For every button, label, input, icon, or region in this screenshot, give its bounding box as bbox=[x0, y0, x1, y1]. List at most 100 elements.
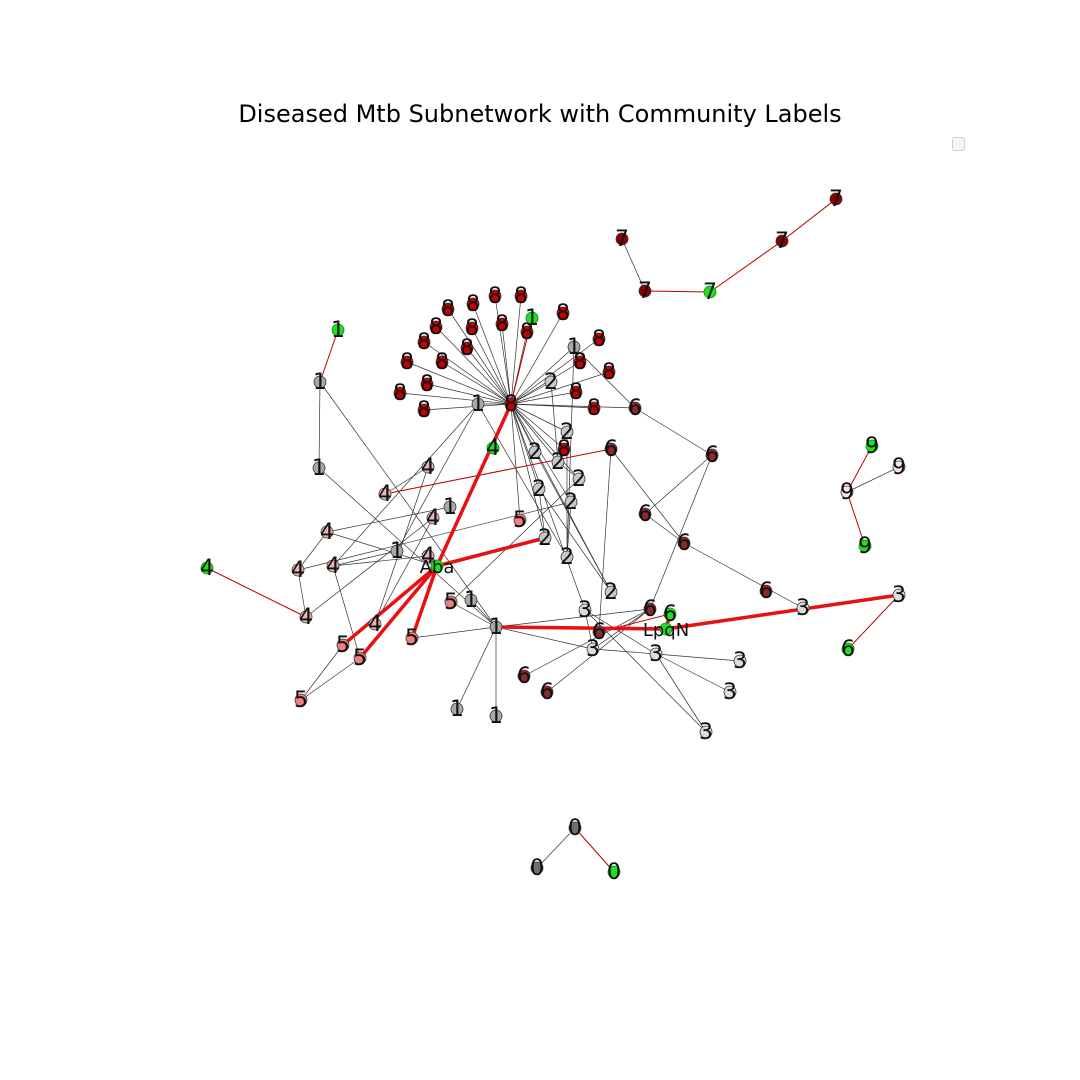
node-marker-n3e[interactable] bbox=[723, 685, 737, 699]
node-marker-n3a[interactable] bbox=[578, 603, 592, 617]
node-marker-n1i[interactable] bbox=[450, 702, 464, 716]
node-n1g[interactable]: 1 bbox=[390, 539, 404, 564]
node-n3h[interactable]: 3 bbox=[892, 583, 906, 608]
node-n4c[interactable]: 4 bbox=[378, 482, 392, 507]
node-n8q[interactable]: 8 bbox=[400, 350, 414, 375]
node-n8a[interactable]: 8 bbox=[441, 297, 455, 322]
node-marker-n6f[interactable] bbox=[643, 602, 657, 616]
node-marker-n8s[interactable] bbox=[420, 377, 434, 391]
node-marker-n4g[interactable] bbox=[326, 559, 340, 573]
node-n9b[interactable]: 9 bbox=[892, 455, 906, 480]
node-marker-n7c[interactable] bbox=[775, 234, 789, 248]
node-marker-n5d[interactable] bbox=[405, 631, 419, 645]
node-marker-n2e[interactable] bbox=[551, 455, 565, 469]
node-marker-aba[interactable] bbox=[430, 559, 444, 573]
node-marker-n5a[interactable] bbox=[513, 513, 527, 527]
node-n1d[interactable]: 1 bbox=[312, 456, 326, 481]
node-marker-n6i[interactable] bbox=[540, 685, 554, 699]
node-n2a[interactable]: 2 bbox=[544, 370, 558, 395]
node-n1j[interactable]: 1 bbox=[489, 704, 503, 729]
node-marker-n8t[interactable] bbox=[393, 386, 407, 400]
node-marker-n3d[interactable] bbox=[733, 654, 747, 668]
node-n8i[interactable]: 8 bbox=[569, 380, 583, 405]
node-marker-n7d[interactable] bbox=[829, 192, 843, 206]
node-n8f[interactable]: 8 bbox=[592, 327, 606, 352]
node-marker-n8u[interactable] bbox=[417, 403, 431, 417]
node-n6e[interactable]: 6 bbox=[677, 531, 691, 556]
node-n5e[interactable]: 5 bbox=[353, 646, 367, 671]
node-marker-n8r[interactable] bbox=[435, 355, 449, 369]
node-n4i[interactable]: 4 bbox=[299, 605, 313, 630]
node-marker-n8k[interactable] bbox=[429, 320, 443, 334]
node-marker-n6j[interactable] bbox=[759, 584, 773, 598]
node-g9a[interactable]: 9 bbox=[865, 434, 879, 459]
node-marker-n5c[interactable] bbox=[336, 638, 350, 652]
node-marker-n2i[interactable] bbox=[560, 550, 574, 564]
node-marker-n1h[interactable] bbox=[464, 593, 478, 607]
node-n6h[interactable]: 6 bbox=[517, 664, 531, 689]
node-g7[interactable]: 7 bbox=[703, 280, 717, 305]
node-n1b[interactable]: 1 bbox=[567, 335, 581, 360]
node-n3b[interactable]: 3 bbox=[586, 637, 600, 662]
node-n1a[interactable]: 1 bbox=[471, 392, 485, 417]
node-lpqn[interactable]: LpqN bbox=[643, 620, 689, 641]
node-n8m[interactable]: 8 bbox=[417, 330, 431, 355]
node-marker-n8i[interactable] bbox=[569, 385, 583, 399]
node-marker-n4c[interactable] bbox=[378, 487, 392, 501]
node-marker-n8q[interactable] bbox=[400, 355, 414, 369]
node-g4k[interactable]: 4 bbox=[200, 556, 214, 581]
node-marker-n1g[interactable] bbox=[390, 544, 404, 558]
node-n3c[interactable]: 3 bbox=[649, 642, 663, 667]
node-marker-n1b[interactable] bbox=[567, 340, 581, 354]
node-marker-n4e[interactable] bbox=[320, 525, 334, 539]
node-g6a[interactable]: 6 bbox=[663, 602, 677, 627]
node-n6i[interactable]: 6 bbox=[540, 680, 554, 705]
node-marker-n2g[interactable] bbox=[532, 482, 546, 496]
node-n7c[interactable]: 7 bbox=[775, 229, 789, 254]
node-n6d[interactable]: 6 bbox=[638, 502, 652, 527]
node-marker-n2b[interactable] bbox=[560, 425, 574, 439]
node-n5d[interactable]: 5 bbox=[405, 626, 419, 651]
node-marker-n8e[interactable] bbox=[556, 306, 570, 320]
node-marker-n2a[interactable] bbox=[544, 375, 558, 389]
node-marker-n1f[interactable] bbox=[443, 500, 457, 514]
node-marker-n8f[interactable] bbox=[592, 332, 606, 346]
node-h8[interactable]: 8 bbox=[504, 392, 518, 417]
node-marker-n5f[interactable] bbox=[294, 693, 308, 707]
node-marker-n7b[interactable] bbox=[638, 284, 652, 298]
node-marker-n4h[interactable] bbox=[291, 563, 305, 577]
node-n6g[interactable]: 6 bbox=[592, 620, 606, 645]
node-marker-g4k[interactable] bbox=[200, 561, 214, 575]
node-n8l[interactable]: 8 bbox=[520, 320, 534, 345]
node-n8n[interactable]: 8 bbox=[465, 316, 479, 341]
node-n1e[interactable]: 1 bbox=[489, 615, 503, 640]
node-marker-n6a[interactable] bbox=[628, 401, 642, 415]
node-marker-n3c[interactable] bbox=[649, 647, 663, 661]
node-marker-n3b[interactable] bbox=[586, 642, 600, 656]
node-n8d[interactable]: 8 bbox=[514, 284, 528, 309]
node-marker-n6d[interactable] bbox=[638, 507, 652, 521]
node-marker-n3f[interactable] bbox=[796, 601, 810, 615]
node-marker-n6c[interactable] bbox=[705, 448, 719, 462]
node-marker-n6g[interactable] bbox=[592, 625, 606, 639]
node-marker-n4j[interactable] bbox=[368, 617, 382, 631]
node-marker-lpqn[interactable] bbox=[659, 622, 673, 636]
node-n3g[interactable]: 3 bbox=[699, 720, 713, 745]
node-n5a[interactable]: 5 bbox=[513, 508, 527, 533]
node-n2i[interactable]: 2 bbox=[560, 545, 574, 570]
node-marker-n2d[interactable] bbox=[528, 445, 542, 459]
node-marker-n4b[interactable] bbox=[421, 460, 435, 474]
node-n5f[interactable]: 5 bbox=[294, 688, 308, 713]
node-marker-n9b[interactable] bbox=[892, 460, 906, 474]
node-n8k[interactable]: 8 bbox=[429, 315, 443, 340]
node-marker-n8v[interactable] bbox=[557, 442, 571, 456]
node-marker-n9c[interactable] bbox=[840, 485, 854, 499]
node-marker-n6e[interactable] bbox=[677, 536, 691, 550]
node-n5b[interactable]: 5 bbox=[444, 590, 458, 615]
node-marker-n7a[interactable] bbox=[615, 232, 629, 246]
node-marker-n8j[interactable] bbox=[587, 401, 601, 415]
node-marker-g1top[interactable] bbox=[525, 311, 539, 325]
node-marker-n4i[interactable] bbox=[299, 610, 313, 624]
node-n0b[interactable]: 0 bbox=[530, 856, 544, 881]
node-marker-n3h[interactable] bbox=[892, 588, 906, 602]
